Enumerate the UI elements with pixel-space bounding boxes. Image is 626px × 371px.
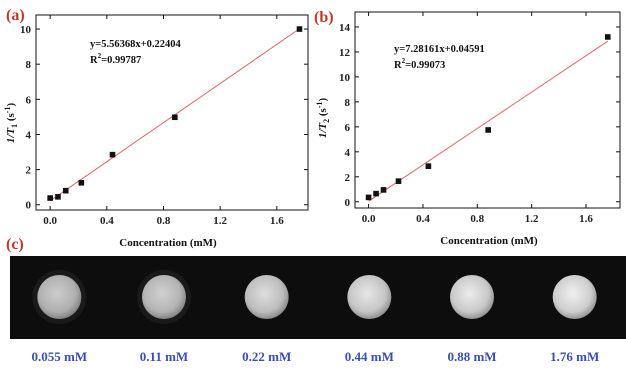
panel-a-ylabel: 1/T1 (s-1) — [3, 103, 19, 144]
mri-image-strip — [10, 256, 626, 339]
concentration-label: 0.055 mM — [32, 349, 88, 364]
mri-phantoms — [32, 270, 597, 324]
panel-b-xlabel: Concentration (mM) — [440, 235, 538, 247]
panel-a-ytick-label: 10 — [20, 24, 32, 36]
panel-a-data-point — [78, 179, 85, 186]
panel-a-ytick-label: 4 — [26, 129, 32, 141]
panel-a-data-point — [55, 194, 61, 200]
panel-c-label: (c) — [6, 236, 24, 253]
panel-b-data-point — [365, 194, 372, 201]
panel-b-ytick-label: 14 — [339, 22, 351, 34]
panel-a-frame — [35, 14, 309, 211]
mri-phantom — [450, 275, 494, 319]
concentration-labels: 0.055 mM 0.11 mM 0.22 mM 0.44 mM 0.88 mM 1.76… — [32, 349, 600, 364]
mri-phantom — [244, 275, 289, 319]
panel-a-label: (a) — [6, 7, 25, 24]
panel-a-axes: 0.0 0.4 0.8 1.2 1.6 0 2 4 6 8 10 — [20, 14, 309, 227]
panel-a-xtick-label: 0.8 — [157, 215, 171, 227]
panel-a-data-point — [62, 187, 69, 194]
panel-b-data-point — [485, 127, 491, 133]
panel-b-xtick-label: 1.2 — [525, 213, 539, 225]
panel-a-data-point — [47, 195, 53, 201]
panel-a-data-point — [296, 26, 303, 32]
panel-b-axes: 0.0 0.4 0.8 1.2 1.6 0 2 4 6 8 10 12 14 — [339, 11, 621, 225]
panel-a-ytick-label: 6 — [26, 94, 32, 106]
mri-phantom — [347, 275, 392, 319]
panel-b-xtick-label: 0.0 — [362, 213, 376, 225]
panel-a-ytick-label: 0 — [26, 200, 32, 212]
panel-b-ytick-label: 0 — [345, 197, 351, 209]
panel-b-xtick-label: 0.8 — [470, 213, 484, 225]
panel-a-xtick-label: 1.2 — [213, 215, 227, 227]
panel-a-equation: y=5.56368x+0.22404 — [90, 39, 181, 50]
panel-a-data-point — [172, 114, 178, 121]
panel-a-xtick-label: 0.4 — [100, 215, 114, 227]
panel-a-xtick-label: 1.6 — [270, 215, 284, 227]
mri-phantom — [552, 275, 597, 319]
concentration-label: 1.76 mM — [550, 349, 599, 364]
panel-a-ytick-label: 2 — [26, 165, 32, 177]
panel-b-equation: y=7.28161x+0.04591 — [394, 44, 485, 55]
panel-b-data-point — [425, 163, 432, 169]
panel-b-data-point — [373, 190, 379, 197]
panel-b-xtick-label: 0.4 — [416, 213, 430, 225]
panel-b-ytick-label: 12 — [339, 47, 351, 59]
panel-b-points — [365, 34, 611, 201]
panel-b: (b) 0.0 0.4 0.8 1.2 1.6 0 2 4 6 8 10 12 14 y=7.28161… — [314, 9, 621, 247]
panel-b-label: (b) — [314, 9, 334, 26]
panel-b-frame — [354, 11, 621, 209]
panel-b-ylabel: 1/T2 (s-1) — [315, 98, 331, 139]
panel-a-r2: R2=0.99787 — [90, 52, 141, 66]
panel-a-xlabel: Concentration (mM) — [119, 237, 217, 249]
concentration-label: 0.11 mM — [140, 349, 188, 364]
panel-b-fit — [368, 40, 609, 202]
panel-b-ytick-label: 10 — [339, 72, 351, 84]
panel-b-ytick-label: 2 — [345, 172, 351, 184]
panel-b-ytick-label: 4 — [345, 147, 351, 159]
panel-a-data-point — [109, 151, 116, 158]
panel-b-data-point — [395, 178, 402, 184]
panel-b-xtick-label: 1.6 — [579, 213, 593, 225]
panel-a: (a) 0.0 0.4 0.8 1.2 1.6 0 2 4 6 8 10 y=5.56368x+0.… — [3, 7, 309, 249]
panel-b-data-point — [604, 34, 611, 40]
panel-b-r2: R2=0.99073 — [394, 57, 445, 71]
concentration-label: 0.44 mM — [345, 349, 394, 364]
mri-phantom — [37, 275, 82, 319]
panel-a-ytick-label: 8 — [26, 59, 32, 71]
panel-b-fit-line — [368, 40, 609, 202]
panel-c: (c) 0.055 mM 0.11 mM 0.22 mM 0.44 mM 0.88 mM… — [6, 236, 626, 364]
panel-a-xtick-label: 0.0 — [43, 215, 57, 227]
concentration-label: 0.22 mM — [242, 349, 291, 364]
concentration-label: 0.88 mM — [447, 349, 496, 364]
panel-b-ytick-label: 8 — [345, 97, 351, 109]
mri-phantom — [142, 275, 186, 319]
panel-b-data-point — [380, 187, 387, 193]
panel-b-ytick-label: 6 — [345, 122, 351, 134]
panel-a-points — [47, 26, 303, 201]
